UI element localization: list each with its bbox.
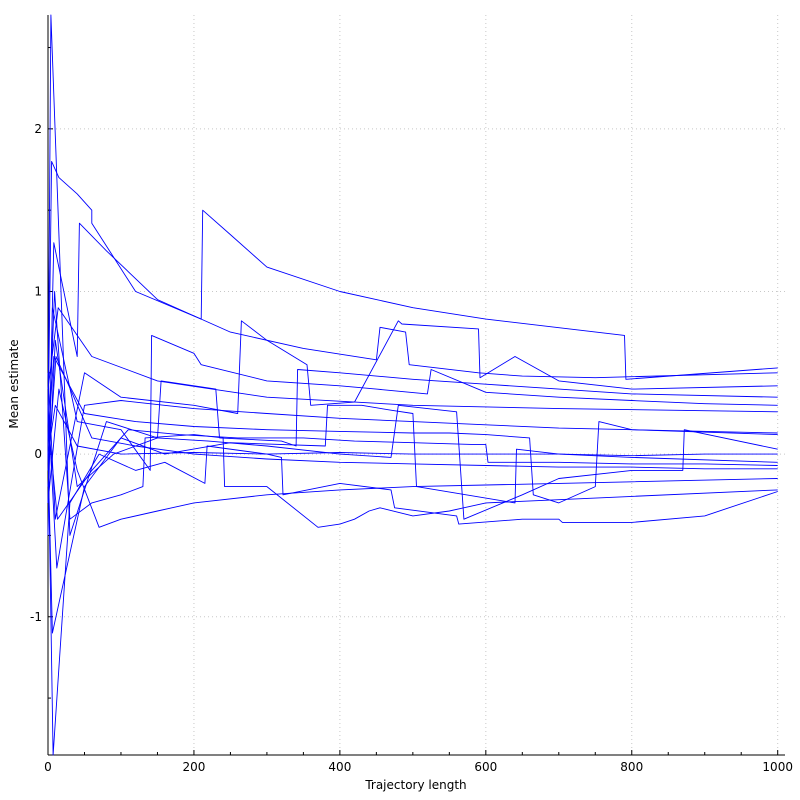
series-line-1 xyxy=(47,160,778,438)
y-axis-label: Mean estimate xyxy=(7,339,21,428)
x-tick-label: 200 xyxy=(182,760,205,774)
series-line-9 xyxy=(47,291,778,528)
y-tick-label: 0 xyxy=(34,447,42,461)
series-line-16 xyxy=(47,404,778,457)
series-line-5 xyxy=(47,400,778,569)
series-line-2 xyxy=(47,222,778,503)
series-line-4 xyxy=(47,307,778,536)
series-line-15 xyxy=(47,388,778,528)
series-line-11 xyxy=(47,307,778,413)
series-line-3 xyxy=(47,320,778,520)
y-tick-label: 2 xyxy=(34,122,42,136)
y-tick-label: 1 xyxy=(34,284,42,298)
x-tick-label: 1000 xyxy=(762,760,793,774)
series-line-8 xyxy=(47,437,778,756)
x-axis-label: Trajectory length xyxy=(364,778,466,792)
x-tick-label: 600 xyxy=(474,760,497,774)
y-tick-label: -1 xyxy=(30,610,42,624)
axes xyxy=(47,15,785,756)
series-line-14 xyxy=(47,356,778,504)
series-line-10 xyxy=(47,356,778,471)
series-line-7 xyxy=(47,339,778,488)
x-tick-label: 800 xyxy=(620,760,643,774)
series-group xyxy=(47,14,778,756)
x-tick-label: 0 xyxy=(44,760,52,774)
series-line-6 xyxy=(47,14,778,536)
grid xyxy=(48,15,785,755)
x-tick-label: 400 xyxy=(328,760,351,774)
ticks: 0 200 400 600 800 1000 -1 0 1 2 xyxy=(30,47,793,774)
series-line-13 xyxy=(47,421,778,520)
